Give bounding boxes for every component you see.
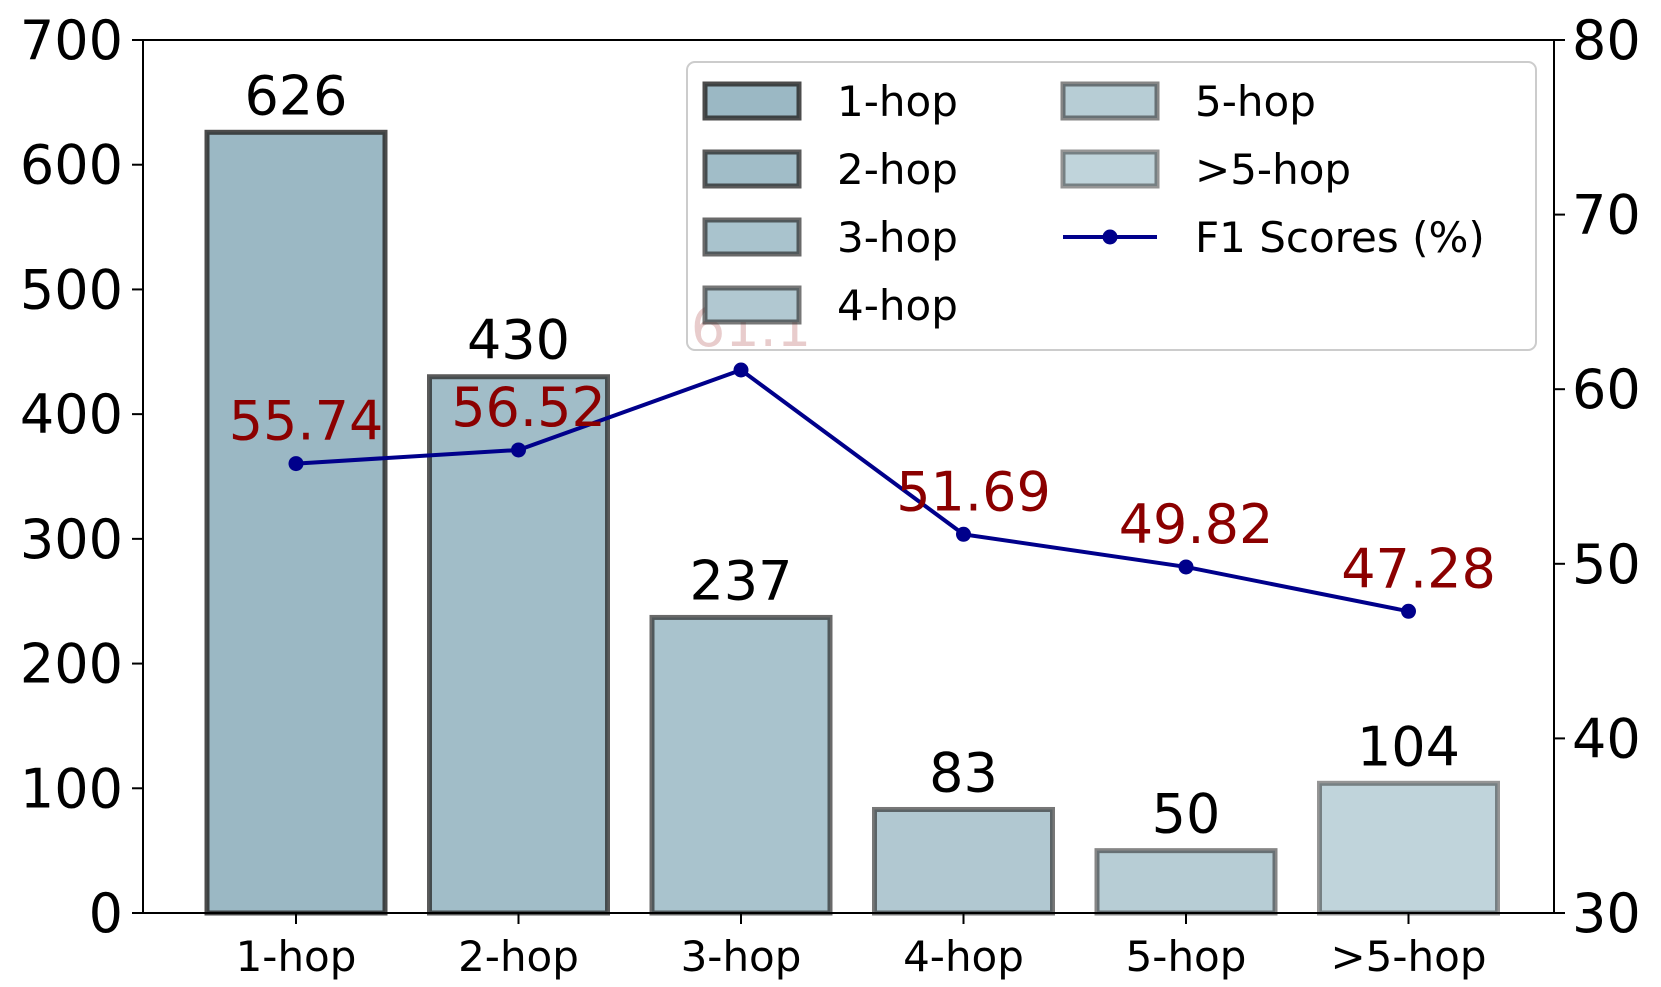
bar-value-label: 50 xyxy=(1152,783,1221,846)
right-y-tick-label: 70 xyxy=(1572,184,1641,247)
f1-value-label: 47.28 xyxy=(1341,537,1496,600)
bar-value-label: 430 xyxy=(467,309,570,372)
f1-point xyxy=(733,362,749,378)
x-tick-label-1-hop: 1-hop xyxy=(236,932,357,981)
legend-swatch-1-hop xyxy=(702,81,802,121)
bar-value-label: 104 xyxy=(1357,715,1460,778)
legend-label-f1-scores: F1 Scores (%) xyxy=(1195,213,1485,262)
legend-label-4-hop: 4-hop xyxy=(837,281,958,330)
bars-layer xyxy=(204,129,1500,916)
left-y-tick-label: 0 xyxy=(89,882,123,945)
left-y-tick-label: 600 xyxy=(20,134,123,197)
left-y-tick-label: 400 xyxy=(20,383,123,446)
f1-value-label: 51.69 xyxy=(896,460,1051,523)
right-y-tick-label: 80 xyxy=(1572,9,1641,72)
f1-point xyxy=(956,526,971,542)
x-tick-label->5-hop: >5-hop xyxy=(1330,932,1486,981)
left-y-tick-label: 200 xyxy=(20,633,123,696)
x-tick-label-3-hop: 3-hop xyxy=(681,932,802,981)
bar-4-hop xyxy=(872,806,1055,916)
right-y-axis: 30 40 50 60 70 80 xyxy=(1554,9,1641,945)
f1-point xyxy=(511,442,526,458)
legend-label-5-hop: 5-hop xyxy=(1195,77,1316,126)
x-tick-label-4-hop: 4-hop xyxy=(903,932,1024,981)
legend: 1-hop 2-hop 3-hop 4-hop 5-hop >5-hop F1 Scores… xyxy=(686,61,1537,351)
x-tick-label-5-hop: 5-hop xyxy=(1126,932,1247,981)
bar-value-label: 626 xyxy=(244,64,347,127)
legend-swatch-4-hop xyxy=(702,285,802,325)
f1-point xyxy=(1401,603,1416,619)
legend-line-marker xyxy=(1102,229,1118,245)
legend-swatch-3-hop xyxy=(702,217,802,257)
f1-line-layer xyxy=(288,362,1416,619)
bar-5-hop xyxy=(1094,848,1278,916)
right-y-tick-label: 60 xyxy=(1572,358,1641,421)
bar-1-hop xyxy=(204,129,388,916)
left-y-axis: 0 100 200 300 400 500 600 700 xyxy=(20,9,143,945)
legend-box xyxy=(686,61,1537,351)
legend-swatch-2-hop xyxy=(702,149,802,189)
bar-labels-layer: 626 430 237 83 50 104 xyxy=(244,64,1460,845)
f1-scores-line xyxy=(295,367,1409,614)
f1-value-label: 55.74 xyxy=(229,390,384,453)
bar-value-label: 237 xyxy=(689,549,792,612)
legend-label-3-hop: 3-hop xyxy=(837,213,958,262)
legend-swatch->5-hop xyxy=(1060,149,1160,189)
left-y-tick-label: 300 xyxy=(20,508,123,571)
legend-label-1-hop: 1-hop xyxy=(837,77,958,126)
bar-2-hop xyxy=(427,374,610,916)
f1-point xyxy=(288,456,304,472)
left-y-tick-label: 500 xyxy=(20,258,123,321)
bar-3-hop xyxy=(649,614,833,916)
right-y-tick-label: 50 xyxy=(1572,533,1641,596)
bar-value-label: 83 xyxy=(929,741,998,804)
f1-value-label: 56.52 xyxy=(451,376,606,439)
legend-label-2-hop: 2-hop xyxy=(837,145,958,194)
f1-value-label: 49.82 xyxy=(1119,493,1274,556)
f1-point xyxy=(1178,559,1194,575)
left-y-tick-label: 700 xyxy=(20,9,123,72)
legend-label->5-hop: >5-hop xyxy=(1195,145,1351,194)
plot-frame xyxy=(142,39,1555,914)
left-y-tick-label: 100 xyxy=(20,757,123,820)
right-y-tick-label: 40 xyxy=(1572,707,1641,770)
x-axis: 1-hop 2-hop 3-hop 4-hop 5-hop >5-hop xyxy=(236,913,1487,981)
x-tick-label-2-hop: 2-hop xyxy=(458,932,579,981)
legend-swatch-5-hop xyxy=(1060,81,1160,121)
bar->5-hop xyxy=(1317,780,1500,916)
right-y-tick-label: 30 xyxy=(1572,882,1641,945)
